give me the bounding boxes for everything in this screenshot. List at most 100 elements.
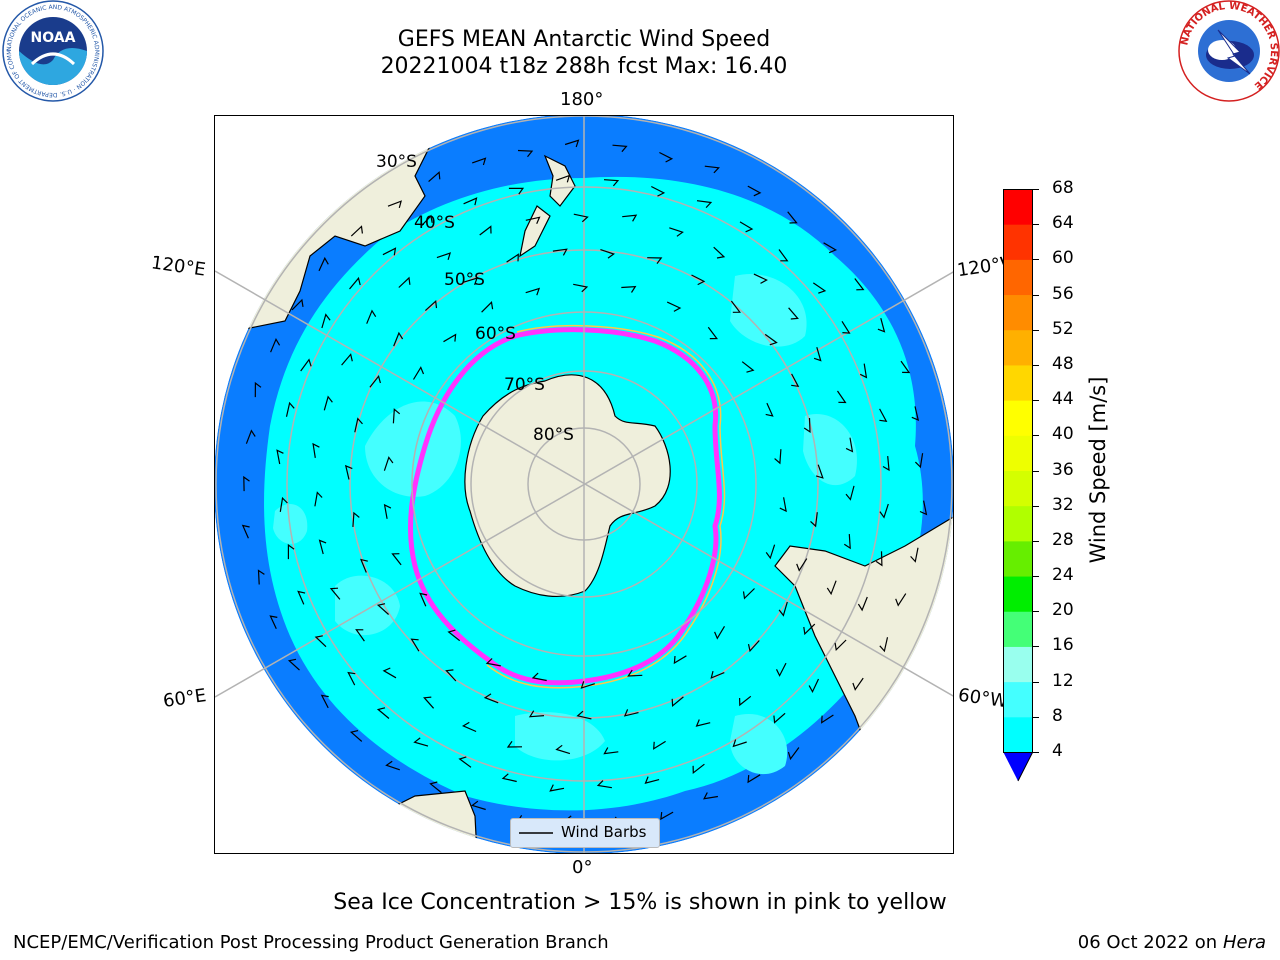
colorbar-tick-mark: [1033, 576, 1039, 578]
wind-barb: [660, 811, 674, 821]
wind-barb: [549, 784, 565, 792]
wind-barb: [644, 776, 660, 784]
wind-barb: [704, 165, 720, 174]
wind-barb: [773, 712, 786, 724]
wind-barb: [506, 740, 523, 748]
wind-barb: [778, 249, 789, 262]
wind-barb: [508, 187, 525, 195]
wind-barb: [360, 558, 368, 573]
colorbar-tick-mark: [1033, 224, 1039, 226]
wind-barb: [349, 276, 361, 290]
colorbar-tick-label: 56: [1052, 283, 1074, 304]
wind-barb: [485, 658, 501, 667]
wind-barb: [369, 374, 381, 388]
wind-barb: [528, 710, 545, 718]
wind-barb: [320, 694, 329, 709]
legend-line-icon: [519, 832, 553, 834]
wind-barb: [525, 287, 541, 296]
wind-barb: [347, 671, 356, 686]
wind-barb: [879, 503, 889, 519]
wind-barb: [895, 593, 907, 607]
colorbar-label: Wind Speed [m/s]: [1086, 376, 1110, 564]
colorbar-tick-mark: [1033, 681, 1039, 683]
colorbar-tick-mark: [1033, 646, 1039, 648]
colorbar-tick-label: 48: [1052, 353, 1074, 374]
wind-barb: [742, 588, 755, 600]
wind-barb: [297, 590, 306, 605]
wind-barb: [291, 298, 304, 311]
wind-barb: [555, 174, 571, 183]
lon-label-180: 180°: [560, 89, 604, 110]
colorbar-swatch: [1003, 611, 1033, 648]
wind-barb: [287, 658, 300, 671]
colorbar-swatch: [1003, 259, 1033, 296]
wind-barb: [603, 747, 619, 755]
colorbar-tick-mark: [1033, 716, 1039, 718]
colorbar-swatches: [1003, 189, 1034, 782]
wind-barb: [576, 710, 592, 720]
wind-barb: [517, 149, 534, 158]
wind-barb: [341, 353, 353, 366]
wind-barb: [730, 300, 741, 313]
wind-barb: [269, 615, 278, 629]
wind-barb: [808, 678, 820, 694]
wind-barb: [376, 603, 389, 615]
wind-barb: [376, 707, 390, 719]
map-panel: [214, 115, 954, 854]
colorbar-swatch: [1003, 717, 1033, 753]
wind-barb: [245, 429, 256, 444]
wind-barb: [463, 277, 478, 286]
colorbar-tick-label: 40: [1052, 424, 1074, 445]
wind-barb: [621, 285, 637, 293]
wind-barb: [314, 491, 323, 507]
colorbar-tick-mark: [1033, 189, 1039, 190]
colorbar-swatch: [1003, 295, 1033, 331]
wind-barb: [419, 592, 428, 607]
footer-left: NCEP/EMC/Verification Post Processing Pr…: [13, 932, 609, 953]
colorbar-swatch: [1003, 682, 1033, 718]
wind-barb: [257, 569, 265, 585]
wind-barb: [803, 417, 811, 434]
lat-label-70: 70°S: [504, 375, 545, 395]
wind-barb: [424, 299, 438, 312]
wind-barb: [653, 740, 666, 750]
wind-barb: [355, 629, 365, 642]
wind-barb: [796, 558, 808, 572]
wind-barb: [826, 580, 837, 596]
wind-barb: [387, 200, 402, 209]
wind-barb: [436, 252, 452, 260]
wind-barb: [318, 256, 329, 272]
wind-barb: [803, 623, 816, 636]
colorbar-tick-mark: [1033, 540, 1039, 542]
wind-barb: [710, 670, 725, 679]
colorbar-tick-label: 20: [1052, 600, 1074, 621]
wind-barb: [845, 437, 854, 453]
wind-barb: [443, 333, 457, 343]
wind-barb: [669, 227, 684, 237]
wind-barb: [692, 763, 705, 774]
colorbar-tick-label: 8: [1052, 705, 1063, 726]
wind-barb: [481, 301, 494, 313]
colorbar-tick-label: 32: [1052, 494, 1074, 515]
colorbar-tick-label: 52: [1052, 318, 1074, 339]
wind-barb: [627, 669, 643, 677]
wind-barb: [349, 730, 363, 742]
wind-barb: [382, 667, 397, 679]
colorbar-tick-label: 28: [1052, 529, 1074, 550]
footer-machine: Hera: [1222, 932, 1266, 953]
wind-barb: [707, 326, 718, 340]
colorbar-tick-label: 64: [1052, 213, 1074, 234]
wind-barb: [391, 553, 402, 566]
wind-barb: [787, 211, 798, 224]
wind-barb: [739, 695, 752, 707]
colorbar-tick-label: 36: [1052, 459, 1074, 480]
wind-barb: [385, 760, 400, 771]
colorbar-swatch: [1003, 471, 1033, 507]
wind-barb: [622, 214, 638, 222]
wind-barb: [714, 625, 726, 640]
meridian-60e-120w: [215, 271, 953, 698]
wind-barb: [382, 247, 397, 256]
wind-barb: [815, 464, 824, 479]
ocean-wind-12-16: [273, 274, 857, 775]
plot-subtitle: 20221004 t18z 288h fcst Max: 16.40: [380, 54, 788, 79]
